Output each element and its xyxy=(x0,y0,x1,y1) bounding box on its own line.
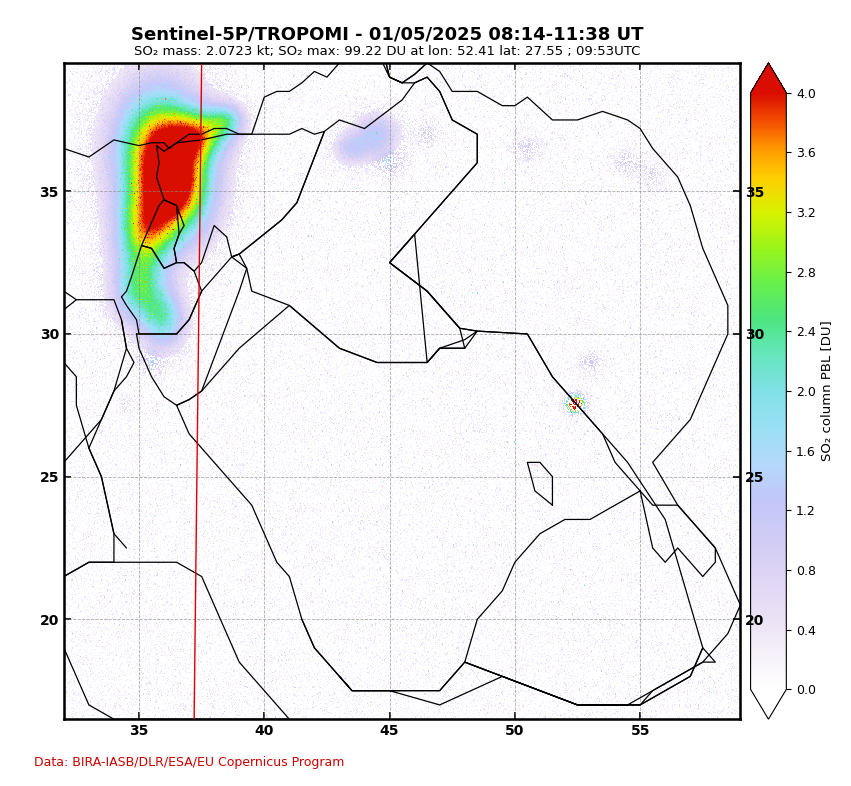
Text: SO₂ mass: 2.0723 kt; SO₂ max: 99.22 DU at lon: 52.41 lat: 27.55 ; 09:53UTC: SO₂ mass: 2.0723 kt; SO₂ max: 99.22 DU a… xyxy=(134,45,641,58)
Text: Data: BIRA-IASB/DLR/ESA/EU Copernicus Program: Data: BIRA-IASB/DLR/ESA/EU Copernicus Pr… xyxy=(34,755,345,769)
Y-axis label: SO₂ column PBL [DU]: SO₂ column PBL [DU] xyxy=(820,321,833,461)
Text: Sentinel-5P/TROPOMI - 01/05/2025 08:14-11:38 UT: Sentinel-5P/TROPOMI - 01/05/2025 08:14-1… xyxy=(131,25,643,43)
PathPatch shape xyxy=(751,63,786,93)
PathPatch shape xyxy=(751,689,786,719)
